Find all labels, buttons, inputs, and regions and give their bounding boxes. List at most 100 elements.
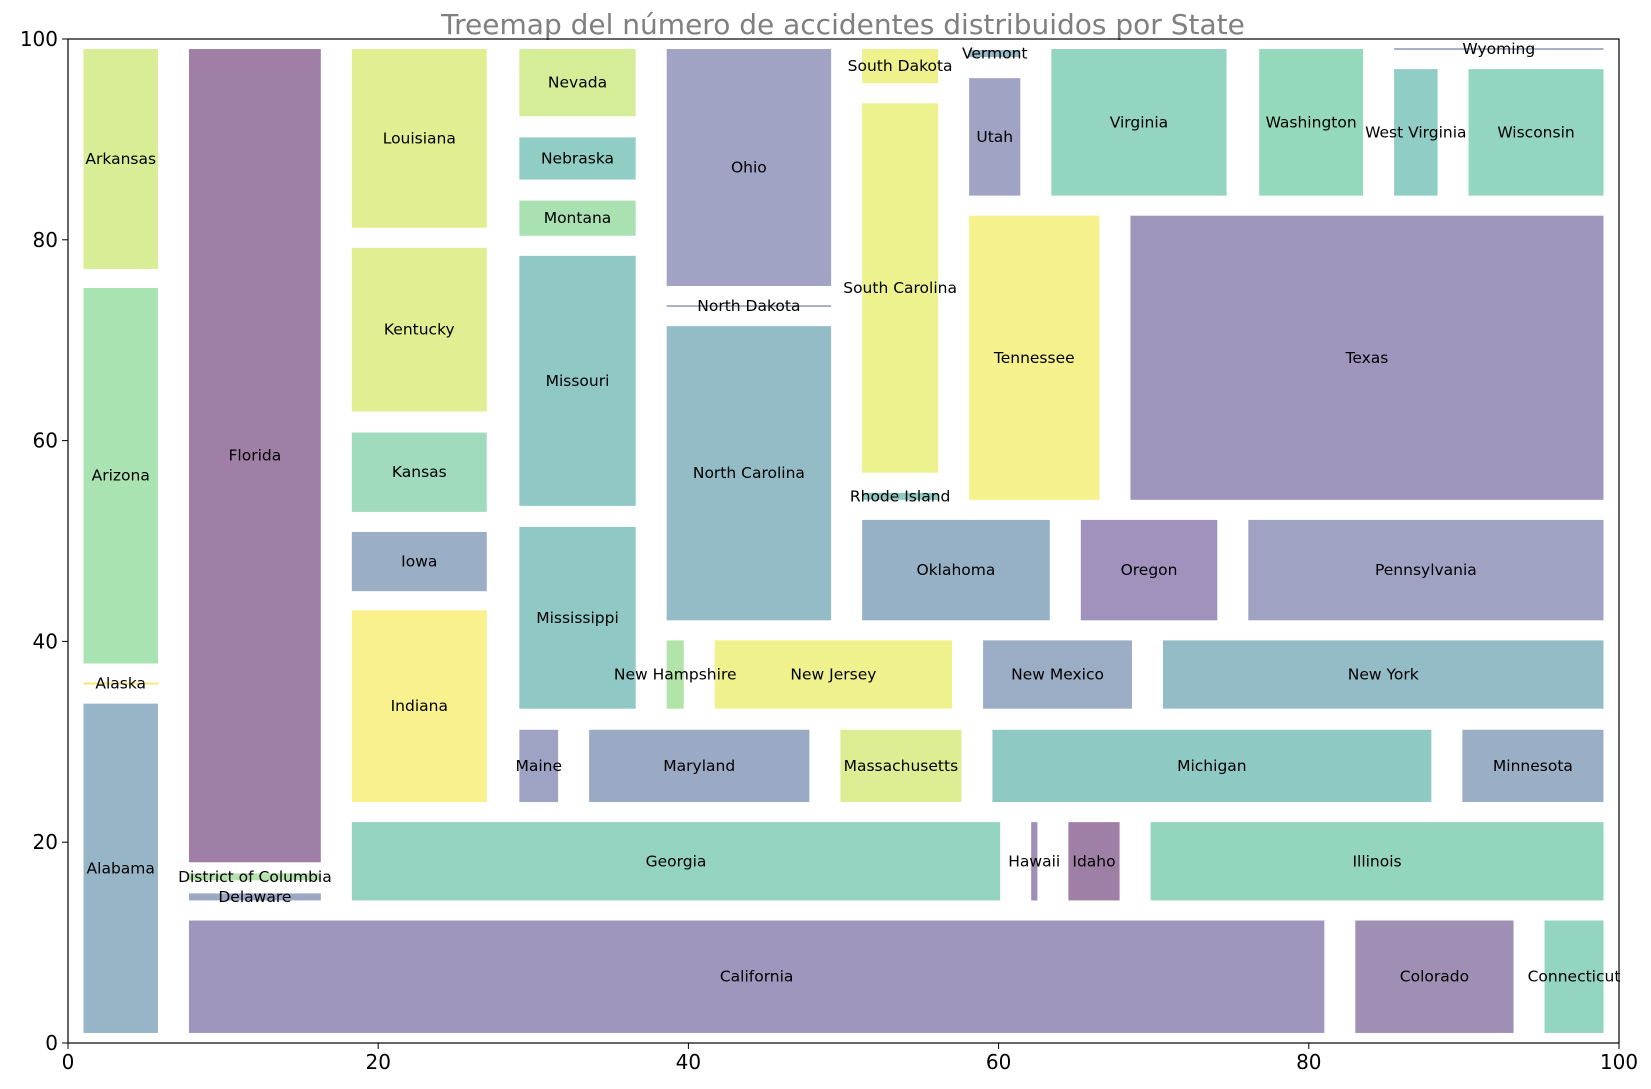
cell-north-dakota xyxy=(666,305,832,308)
cell-label-maryland: Maryland xyxy=(663,757,735,775)
cell-label-alabama: Alabama xyxy=(87,859,155,877)
cell-label-iowa: Iowa xyxy=(401,553,437,571)
cell-label-south-dakota: South Dakota xyxy=(848,57,953,75)
cell-label-washington: Washington xyxy=(1266,113,1357,131)
y-tick-label: 80 xyxy=(33,228,58,252)
cell-west-virginia xyxy=(1394,69,1438,196)
cell-label-idaho: Idaho xyxy=(1072,852,1115,870)
cell-label-colorado: Colorado xyxy=(1400,968,1469,986)
cell-label-new-york: New York xyxy=(1348,666,1419,684)
cell-label-ohio: Ohio xyxy=(731,159,767,177)
cell-label-west-virginia: West Virginia xyxy=(1365,123,1466,141)
cell-nebraska xyxy=(519,137,636,180)
cell-illinois xyxy=(1150,822,1604,901)
cell-kentucky xyxy=(351,247,487,412)
cell-maine xyxy=(519,729,559,803)
cell-label-illinois: Illinois xyxy=(1352,852,1401,870)
cell-alaska xyxy=(83,682,158,685)
cell-district-of-columbia xyxy=(188,873,321,881)
cell-kansas xyxy=(351,432,487,512)
cell-label-connecticut: Connecticut xyxy=(1528,968,1621,986)
cell-north-carolina xyxy=(666,326,832,621)
cell-utah xyxy=(969,78,1021,196)
cell-minnesota xyxy=(1462,729,1604,803)
cell-label-oklahoma: Oklahoma xyxy=(917,561,996,579)
cell-label-utah: Utah xyxy=(976,128,1013,146)
chart-title: Treemap del número de accidentes distrib… xyxy=(440,8,1245,41)
x-tick-label: 60 xyxy=(986,1050,1011,1074)
cell-montana xyxy=(519,200,636,236)
x-tick-label: 20 xyxy=(365,1050,390,1074)
cell-georgia xyxy=(351,822,1001,901)
cell-texas xyxy=(1130,215,1604,500)
cell-label-texas: Texas xyxy=(1345,349,1389,367)
cell-label-oregon: Oregon xyxy=(1121,561,1178,579)
cell-label-virginia: Virginia xyxy=(1110,113,1168,131)
cell-alabama xyxy=(83,703,158,1033)
y-axis: 0 20 40 60 80 100 xyxy=(20,27,68,1055)
cell-delaware xyxy=(188,893,321,901)
cell-pennsylvania xyxy=(1248,519,1604,621)
cell-label-montana: Montana xyxy=(544,209,612,227)
cell-new-mexico xyxy=(983,640,1132,709)
cell-idaho xyxy=(1068,822,1120,901)
cell-label-pennsylvania: Pennsylvania xyxy=(1375,561,1477,579)
cell-label-delaware: Delaware xyxy=(218,888,291,906)
cell-label-alaska: Alaska xyxy=(95,675,146,693)
cell-arizona xyxy=(83,287,158,664)
cell-label-wyoming: Wyoming xyxy=(1462,40,1535,58)
cell-rhode-island xyxy=(862,492,939,500)
cell-virginia xyxy=(1051,49,1227,196)
x-axis: 0 20 40 60 80 100 xyxy=(62,1043,1638,1074)
cell-mississippi xyxy=(519,526,636,709)
cell-tennessee xyxy=(969,215,1100,500)
cell-label-new-jersey: New Jersey xyxy=(790,666,876,684)
cell-maryland xyxy=(589,729,810,803)
cell-label-tennessee: Tennessee xyxy=(993,349,1075,367)
cell-michigan xyxy=(992,729,1432,803)
cell-label-vermont: Vermont xyxy=(962,45,1028,63)
cell-ohio xyxy=(666,49,832,286)
cell-label-north-carolina: North Carolina xyxy=(693,464,805,482)
cell-label-missouri: Missouri xyxy=(546,372,610,390)
cell-label-massachusetts: Massachusetts xyxy=(844,757,959,775)
cell-label-north-dakota: North Dakota xyxy=(697,297,800,315)
cell-label-district-of-columbia: District of Columbia xyxy=(178,868,332,886)
cell-nevada xyxy=(519,49,636,117)
cell-new-hampshire xyxy=(666,640,684,709)
cell-label-kansas: Kansas xyxy=(392,463,447,481)
cell-florida xyxy=(188,49,321,863)
cell-label-louisiana: Louisiana xyxy=(383,129,456,147)
cell-label-michigan: Michigan xyxy=(1177,757,1247,775)
cell-label-arkansas: Arkansas xyxy=(85,150,156,168)
treemap-cells xyxy=(83,48,1604,1033)
cell-new-york xyxy=(1163,640,1604,709)
cell-label-minnesota: Minnesota xyxy=(1493,757,1573,775)
cell-wisconsin xyxy=(1468,69,1604,196)
y-tick-label: 20 xyxy=(33,830,58,854)
cell-label-new-hampshire: New Hampshire xyxy=(614,666,737,684)
cell-louisiana xyxy=(351,49,487,228)
cell-label-indiana: Indiana xyxy=(391,697,448,715)
cell-missouri xyxy=(519,255,636,506)
cell-label-maine: Maine xyxy=(515,757,562,775)
cell-label-california: California xyxy=(720,968,794,986)
cell-vermont xyxy=(969,50,1021,58)
cell-label-georgia: Georgia xyxy=(646,852,707,870)
cell-colorado xyxy=(1355,920,1514,1033)
cell-wyoming xyxy=(1394,48,1604,51)
y-tick-label: 60 xyxy=(33,429,58,453)
cell-arkansas xyxy=(83,49,158,269)
x-tick-label: 40 xyxy=(676,1050,701,1074)
cell-label-arizona: Arizona xyxy=(92,467,150,485)
cell-iowa xyxy=(351,531,487,592)
y-tick-label: 40 xyxy=(33,629,58,653)
y-tick-label: 0 xyxy=(45,1031,58,1055)
cell-massachusetts xyxy=(840,729,962,803)
cell-indiana xyxy=(351,610,487,803)
cell-oklahoma xyxy=(862,519,1050,621)
cell-california xyxy=(188,920,1325,1033)
cell-label-florida: Florida xyxy=(229,447,282,465)
